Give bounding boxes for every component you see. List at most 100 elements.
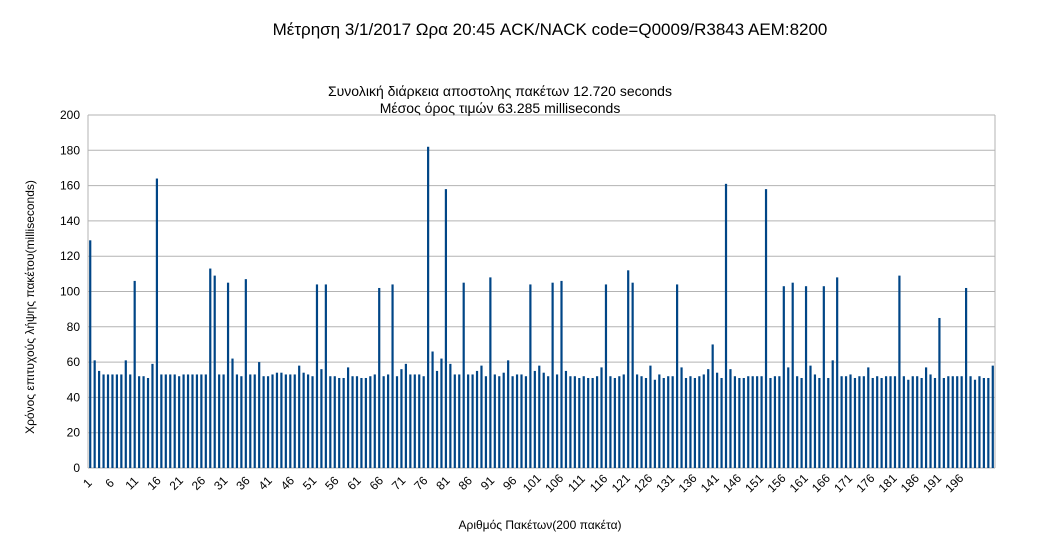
bar: [804, 286, 808, 468]
x-tick-label: 141: [698, 471, 722, 495]
bar: [858, 376, 861, 468]
bar: [578, 377, 581, 468]
bar: [271, 374, 274, 468]
x-tick-label: 1: [80, 476, 95, 491]
bar: [493, 374, 496, 468]
bar: [671, 376, 674, 468]
bar: [182, 374, 185, 468]
x-tick-label: 191: [920, 471, 944, 495]
bar: [965, 287, 968, 468]
bar: [355, 376, 359, 468]
bar: [258, 362, 261, 468]
bar: [684, 377, 688, 468]
bar: [627, 270, 630, 468]
bar: [293, 374, 296, 468]
bar: [244, 279, 247, 468]
bar: [591, 377, 594, 468]
bar: [902, 376, 905, 468]
bar: [164, 374, 167, 468]
bar: [595, 376, 599, 468]
bar: [644, 377, 648, 468]
bar: [111, 374, 114, 468]
bar: [373, 374, 376, 468]
bar: [916, 376, 919, 468]
bar: [306, 374, 310, 468]
bar: [853, 377, 857, 468]
bar: [769, 377, 772, 468]
bar: [991, 365, 994, 468]
x-tick-label: 91: [478, 473, 498, 493]
bar: [418, 374, 421, 468]
bar: [982, 377, 985, 468]
bar: [533, 370, 536, 468]
bar: [115, 374, 118, 468]
bar: [924, 367, 928, 468]
x-tick-label: 171: [831, 471, 855, 495]
bar: [498, 376, 501, 468]
bar: [453, 374, 456, 468]
bar: [178, 376, 181, 468]
x-tick-label: 46: [278, 473, 298, 493]
bar: [431, 351, 434, 468]
bar: [440, 358, 443, 468]
gridlines: [87, 114, 996, 469]
bar: [569, 376, 572, 468]
bar: [827, 377, 830, 468]
x-tick-label: 106: [542, 471, 566, 495]
bar: [284, 374, 287, 468]
x-tick-label: 131: [653, 471, 677, 495]
x-tick-label: 196: [942, 471, 966, 495]
bar: [844, 376, 848, 468]
bar: [738, 377, 741, 468]
bar: [391, 284, 394, 468]
bar: [862, 376, 865, 468]
bar: [951, 376, 954, 468]
bar: [324, 284, 327, 468]
bar: [791, 282, 794, 468]
y-tick-label: 0: [73, 461, 80, 475]
x-tick-label: 76: [411, 473, 431, 493]
bar: [409, 374, 412, 468]
bar: [346, 367, 350, 468]
x-tick-label: 166: [809, 471, 833, 495]
bar: [471, 374, 474, 468]
bar: [987, 377, 990, 468]
bar: [751, 376, 754, 468]
y-tick-label: 200: [60, 108, 80, 122]
bar: [893, 376, 897, 468]
bar: [884, 376, 888, 468]
bar: [98, 370, 101, 468]
bar: [133, 280, 136, 468]
bar: [907, 379, 910, 468]
bar: [618, 376, 621, 468]
bar: [120, 374, 123, 468]
x-tick-label: 81: [433, 473, 453, 493]
bar: [889, 376, 892, 468]
x-tick-label: 11: [122, 474, 141, 493]
bar: [435, 370, 439, 468]
bar: [351, 376, 354, 468]
bar: [449, 363, 452, 468]
bar: [489, 277, 492, 468]
bar: [764, 189, 768, 468]
bar: [289, 374, 292, 468]
bar: [702, 374, 705, 468]
bar: [138, 376, 141, 468]
bar: [222, 374, 225, 468]
x-tick-label: 151: [742, 471, 766, 495]
bar: [467, 374, 470, 468]
bar: [711, 344, 714, 468]
bar: [564, 370, 568, 468]
bar: [280, 372, 283, 468]
bar: [547, 376, 550, 468]
bar: [693, 377, 696, 468]
bar: [800, 377, 803, 468]
y-tick-label: 120: [60, 249, 80, 263]
y-tick-label: 40: [67, 390, 81, 404]
bar: [667, 376, 670, 468]
bar: [444, 189, 448, 468]
bar: [395, 376, 399, 468]
bar: [311, 376, 314, 468]
bar: [698, 376, 701, 468]
